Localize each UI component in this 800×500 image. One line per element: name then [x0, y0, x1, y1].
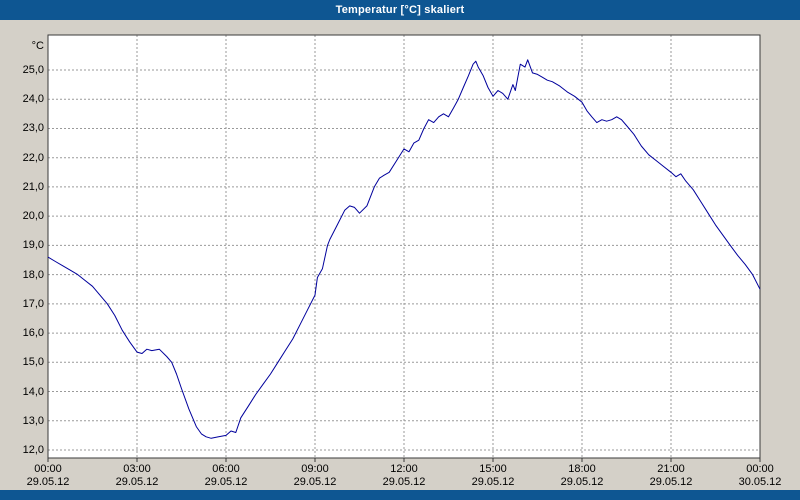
x-axis-date-label: 29.05.12: [560, 476, 604, 488]
x-axis-time-label: 06:00: [212, 463, 240, 475]
x-axis-date-label: 29.05.12: [115, 476, 159, 488]
x-axis-date-label: 29.05.12: [26, 476, 70, 488]
x-axis-time-label: 09:00: [301, 463, 329, 475]
chart-title: Temperatur [°C] skaliert: [335, 4, 465, 16]
temperature-line-chart: [47, 34, 761, 462]
y-axis-tick-label: 12,0: [22, 444, 44, 456]
x-axis-time-label: 12:00: [390, 463, 418, 475]
x-axis-date-label: 29.05.12: [382, 476, 426, 488]
y-axis-tick-label: 15,0: [22, 356, 44, 369]
x-axis-date-label: 29.05.12: [649, 476, 693, 488]
x-axis-date-label: 30.05.12: [738, 476, 782, 488]
plot-background: [48, 35, 760, 458]
y-axis-unit-label: °C: [31, 40, 44, 52]
x-axis-time-label: 21:00: [657, 463, 685, 475]
y-axis-tick-label: 13,0: [22, 414, 44, 427]
x-axis-date-label: 29.05.12: [293, 476, 337, 488]
y-axis-tick-label: 14,0: [22, 385, 44, 398]
y-axis-tick-label: 16,0: [22, 327, 44, 340]
x-axis-time-label: 00:00: [746, 463, 774, 475]
temperature-series-line: [47, 59, 761, 439]
x-axis-time-label: 15:00: [479, 463, 507, 475]
y-axis-tick-label: 18,0: [22, 268, 44, 281]
x-axis-date-label: 29.05.12: [204, 476, 248, 488]
y-axis-tick-label: 20,0: [22, 210, 44, 223]
title-bar[interactable]: Temperatur [°C] skaliert: [0, 0, 800, 20]
y-axis-tick-label: 23,0: [22, 122, 44, 135]
y-axis-tick-label: 21,0: [22, 180, 44, 193]
y-axis-tick-label: 17,0: [22, 297, 44, 310]
x-axis-date-label: 29.05.12: [471, 476, 515, 488]
y-axis-tick-label: 22,0: [22, 151, 44, 164]
x-axis-time-label: 00:00: [34, 463, 62, 475]
y-axis-tick-label: 19,0: [22, 239, 44, 252]
y-axis-tick-label: 25,0: [22, 64, 44, 76]
bottom-bar: [0, 490, 800, 500]
x-axis-time-label: 18:00: [568, 463, 596, 475]
x-axis-time-label: 03:00: [123, 463, 151, 475]
chart-area: °C 12,0 13,0 14,0 15,0 16,0 17,0 18,0 19,0 20,0 21…: [0, 20, 800, 490]
y-axis-tick-label: 24,0: [22, 93, 44, 106]
